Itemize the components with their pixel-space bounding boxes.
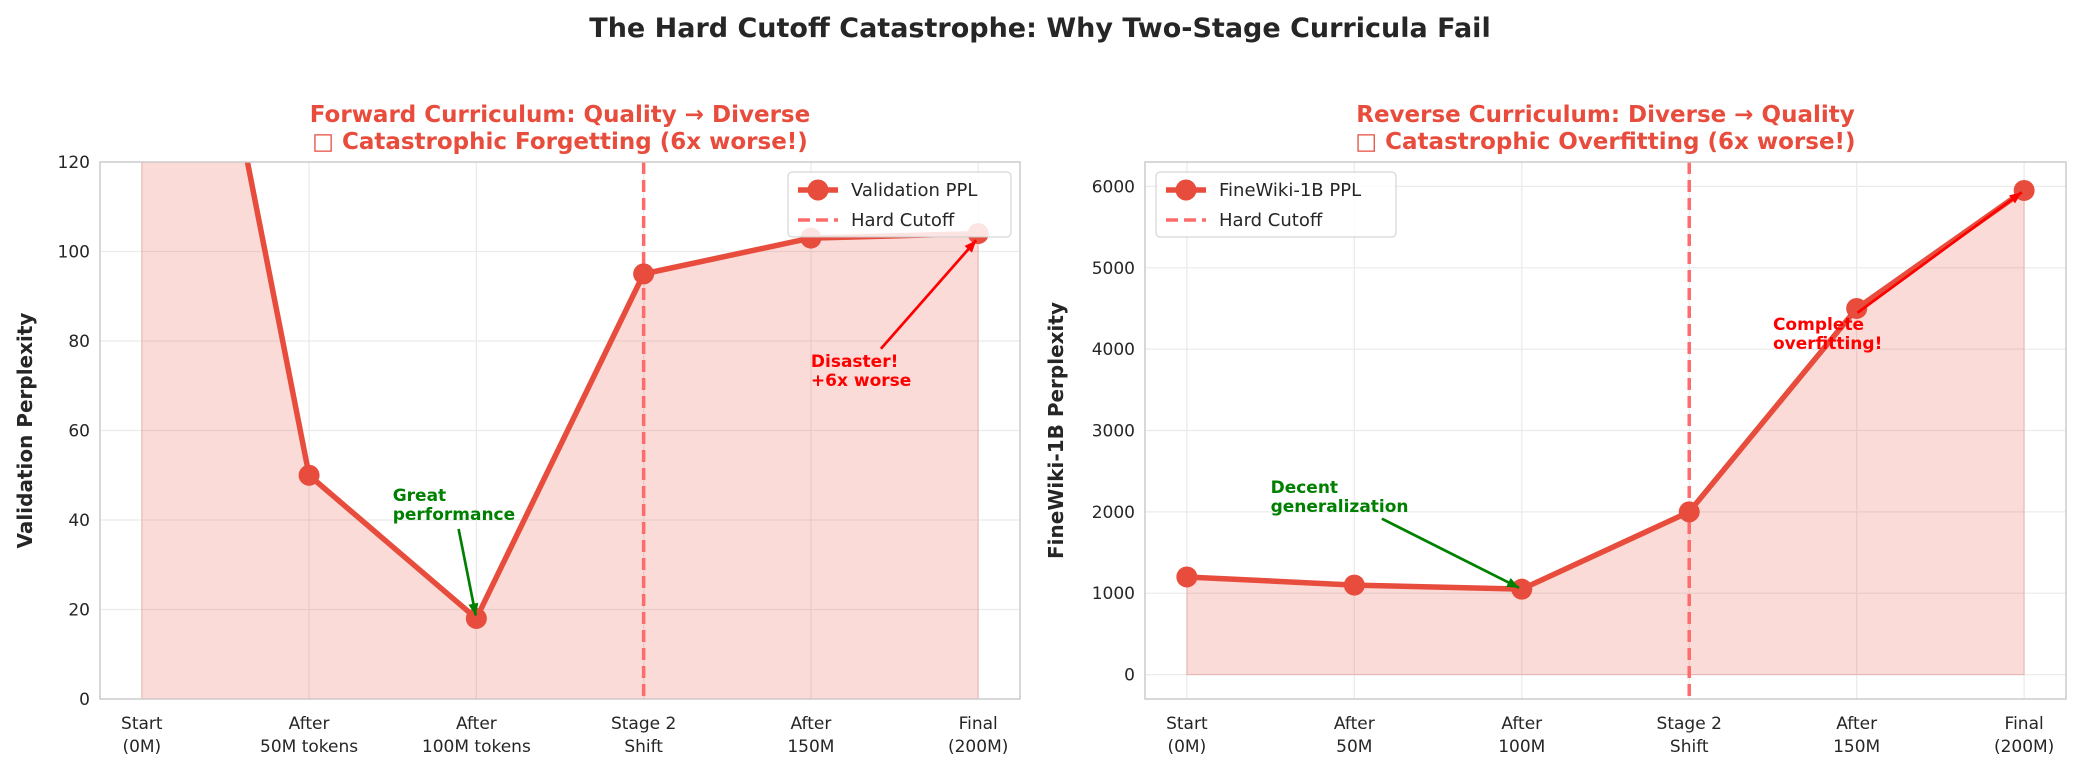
annotation-arrow	[457, 528, 478, 616]
annotation-arrow	[879, 239, 978, 350]
x-tick-label: After 150M	[1833, 714, 1880, 757]
legend-box	[1155, 171, 1397, 238]
x-tick-label: After 100M tokens	[422, 714, 531, 757]
x-tick-label: After 50M tokens	[260, 714, 358, 757]
y-axis-label: FineWiki-1B Perplexity	[1044, 302, 1068, 559]
y-axis-label: Validation Perplexity	[13, 313, 37, 549]
legend-label: Hard Cutoff	[1219, 210, 1323, 231]
figure-title: The Hard Cutoff Catastrophe: Why Two-Sta…	[589, 13, 1490, 44]
annotation-arrow	[1856, 191, 2023, 314]
arrow-head	[2009, 192, 2022, 204]
y-tick-label: 0	[79, 690, 90, 710]
legend-label: Validation PPL	[851, 180, 977, 201]
axes-frame	[1144, 161, 2067, 700]
x-tick-label: Start (0M)	[1166, 714, 1208, 757]
x-tick-label: Stage 2 Shift	[611, 714, 676, 757]
marker	[1176, 566, 1198, 588]
legend-marker	[807, 179, 829, 201]
y-tick-label: 40	[68, 511, 90, 531]
annotation-arrow	[1381, 517, 1520, 590]
x-tick-label: After 150M	[787, 714, 834, 757]
y-tick-label: 5000	[1092, 259, 1135, 279]
legend-label: Hard Cutoff	[851, 210, 955, 231]
y-tick-label: 20	[68, 601, 90, 621]
legend: Validation PPL Hard Cutoff	[787, 171, 1012, 238]
panel-title: Reverse Curriculum: Diverse → Quality □ C…	[1355, 102, 1855, 155]
x-tick-label: After 100M	[1498, 714, 1545, 757]
legend-label: FineWiki-1B PPL	[1219, 180, 1361, 201]
y-tick-label: 2000	[1092, 503, 1135, 523]
marker	[465, 607, 487, 629]
axes-frame	[99, 161, 1021, 700]
x-tick-label: Start (0M)	[121, 714, 163, 757]
marker	[1678, 501, 1700, 523]
annotation: Decent generalization	[1271, 478, 1409, 517]
arrow-head	[1506, 577, 1520, 588]
y-tick-label: 4000	[1092, 340, 1135, 360]
x-tick-label: Final (200M)	[948, 714, 1008, 757]
y-tick-label: 6000	[1092, 177, 1135, 197]
line	[1186, 188, 2026, 592]
panel-title: Forward Curriculum: Quality → Diverse □ C…	[310, 102, 810, 155]
y-tick-label: 80	[68, 332, 90, 352]
marker	[1846, 297, 1868, 319]
x-tick-label: After 50M	[1334, 714, 1375, 757]
arrow-head	[964, 240, 977, 253]
annotation: Complete overfitting!	[1773, 315, 1882, 354]
panel: 0 20 40 60 80 100 120 Start (0M) After 50M tokens A…	[13, 102, 1021, 757]
x-tick-label: Final (200M)	[1994, 714, 2054, 757]
legend: FineWiki-1B PPL Hard Cutoff	[1155, 171, 1397, 238]
annotation: Disaster! +6x worse	[811, 352, 911, 391]
arrow-head	[468, 602, 479, 616]
y-tick-label: 0	[1124, 666, 1135, 686]
marker	[1511, 578, 1533, 600]
marker	[1343, 574, 1365, 596]
panel: 0 1000 2000 3000 4000 5000 6000 Start (0M) After 5…	[1044, 102, 2067, 757]
legend-marker	[1175, 179, 1197, 201]
x-tick-label: Stage 2 Shift	[1657, 714, 1722, 757]
annotation: Great performance	[393, 486, 515, 525]
legend-box	[787, 171, 1012, 238]
marker	[298, 464, 320, 486]
y-tick-label: 100	[58, 243, 90, 263]
y-tick-label: 60	[68, 422, 90, 442]
y-tick-label: 3000	[1092, 422, 1135, 442]
y-tick-label: 1000	[1092, 584, 1135, 604]
marker	[633, 263, 655, 285]
y-tick-label: 120	[58, 153, 90, 173]
